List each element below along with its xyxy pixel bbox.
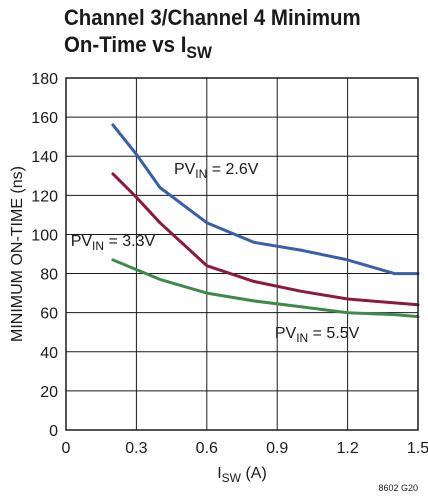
y-tick-label: 60 <box>40 306 58 323</box>
chart-title: Channel 3/Channel 4 Minimum On-Time vs I… <box>64 4 399 66</box>
chart-title-line2-main: On-Time vs I <box>64 32 187 57</box>
x-axis-label-main: I <box>217 465 221 482</box>
x-tick-label: 0.9 <box>266 440 288 457</box>
figure-id: 8602 G20 <box>378 483 418 493</box>
y-tick-label: 20 <box>40 384 58 401</box>
series-line-1 <box>111 172 420 307</box>
series-label-pvin-5-5v: PVIN = 5.5V <box>275 325 360 345</box>
chart-title-line2-sub: SW <box>186 43 212 62</box>
tick-labels: 0 0.3 0.6 0.9 1.2 1.5 0 20 40 60 80 100 120 140 160 180 <box>31 71 428 457</box>
chart-title-line1: Channel 3/Channel 4 Minimum <box>64 5 361 30</box>
x-tick-label: 0.6 <box>196 440 218 457</box>
x-tick-label: 0.3 <box>125 440 147 457</box>
series-label-pvin-3-3v: PVIN = 3.3V <box>71 233 156 253</box>
x-tick-label: 1.5 <box>407 440 428 457</box>
y-tick-label: 120 <box>31 188 58 205</box>
y-tick-label: 80 <box>40 267 58 284</box>
plot-frame <box>65 77 419 431</box>
grid-lines <box>66 78 418 430</box>
y-axis-label: MINIMUM ON-TIME (ns) <box>9 166 26 342</box>
y-tick-label: 40 <box>40 345 58 362</box>
y-tick-label: 100 <box>31 227 58 244</box>
series-line-2 <box>111 258 420 319</box>
x-tick-label: 0 <box>62 440 71 457</box>
x-tick-label: 1.2 <box>336 440 358 457</box>
series-label-pvin-2-6v: PVIN = 2.6V <box>174 161 259 181</box>
y-tick-label: 140 <box>31 149 58 166</box>
series-lines <box>111 123 420 319</box>
chart-title-line2: On-Time vs ISW <box>64 31 399 66</box>
x-axis-label-sub: SW <box>222 471 242 485</box>
series-line-0 <box>111 123 420 276</box>
y-tick-label: 180 <box>31 71 58 88</box>
y-tick-label: 0 <box>49 423 58 440</box>
x-axis-label-unit: (A) <box>241 465 267 482</box>
x-axis-label: ISW (A) <box>217 465 267 485</box>
y-tick-label: 160 <box>31 110 58 127</box>
